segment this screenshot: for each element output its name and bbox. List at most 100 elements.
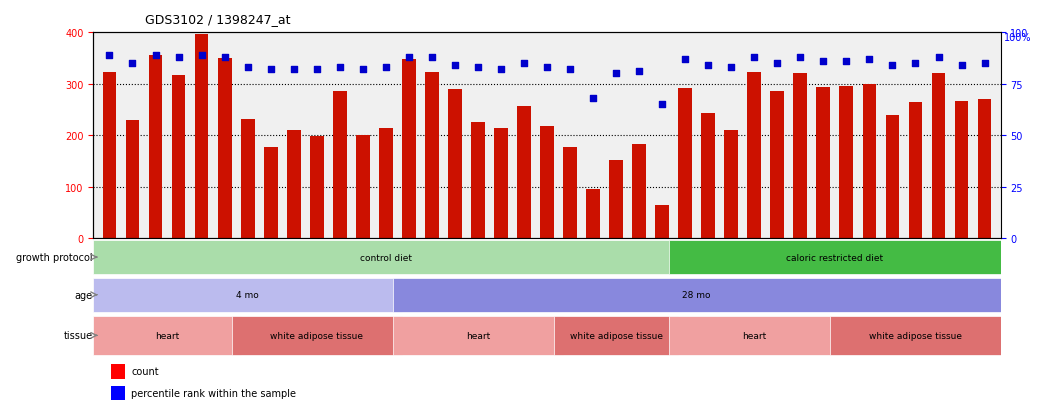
Point	[423, 55, 440, 61]
Bar	[816, 88, 831, 239]
FancyBboxPatch shape	[93, 278, 402, 312]
Point	[493, 67, 509, 74]
Point	[885, 63, 901, 69]
Point	[147, 52, 164, 59]
Point	[723, 65, 739, 71]
Text: growth protocol: growth protocol	[16, 252, 92, 262]
Text: 4 mo: 4 mo	[236, 290, 259, 299]
Bar	[725, 131, 738, 239]
Point	[400, 55, 417, 61]
Point	[447, 63, 464, 69]
Point	[285, 67, 302, 74]
Bar	[356, 136, 369, 239]
FancyBboxPatch shape	[831, 316, 1001, 355]
Bar	[148, 56, 163, 239]
Point	[515, 61, 532, 67]
Bar	[494, 129, 508, 239]
FancyBboxPatch shape	[669, 240, 1001, 274]
Bar	[540, 127, 554, 239]
Point	[654, 102, 671, 108]
Text: 28 mo: 28 mo	[682, 290, 711, 299]
Point	[976, 61, 992, 67]
Point	[262, 67, 279, 74]
Bar	[172, 76, 186, 239]
Bar	[195, 35, 208, 239]
FancyBboxPatch shape	[231, 316, 402, 355]
Bar	[263, 147, 278, 239]
Point	[630, 69, 647, 76]
Text: tissue: tissue	[63, 330, 92, 341]
Point	[585, 95, 601, 102]
Bar	[978, 100, 991, 239]
Point	[124, 61, 141, 67]
Point	[377, 65, 394, 71]
Bar	[655, 206, 669, 239]
FancyBboxPatch shape	[393, 278, 1001, 312]
Bar	[586, 190, 600, 239]
Bar	[748, 73, 761, 239]
Point	[170, 55, 187, 61]
Point	[102, 52, 118, 59]
FancyBboxPatch shape	[93, 240, 678, 274]
Point	[308, 67, 325, 74]
Point	[700, 63, 717, 69]
Bar	[678, 89, 692, 239]
FancyBboxPatch shape	[669, 316, 840, 355]
Text: white adipose tissue: white adipose tissue	[869, 331, 962, 340]
Point	[815, 59, 832, 65]
Bar	[218, 59, 231, 239]
Bar	[241, 120, 254, 239]
Bar	[112, 386, 125, 400]
Bar	[633, 145, 646, 239]
Point	[677, 57, 694, 63]
Bar	[287, 130, 301, 239]
Text: percentile rank within the sample: percentile rank within the sample	[132, 388, 297, 398]
Text: control diet: control diet	[360, 253, 412, 262]
Point	[953, 63, 970, 69]
Bar	[770, 92, 784, 239]
Text: white adipose tissue: white adipose tissue	[271, 331, 363, 340]
Text: 100%: 100%	[1004, 33, 1031, 43]
Text: count: count	[132, 366, 159, 377]
Bar	[402, 60, 416, 239]
Point	[240, 65, 256, 71]
Bar	[609, 161, 623, 239]
Point	[838, 59, 854, 65]
Text: heart: heart	[466, 331, 491, 340]
Text: heart: heart	[155, 331, 179, 340]
Bar	[517, 107, 531, 239]
Point	[907, 61, 924, 67]
Bar	[563, 147, 577, 239]
Bar	[448, 90, 461, 239]
Bar	[310, 137, 324, 239]
Bar	[471, 123, 485, 239]
Bar	[793, 74, 807, 239]
Bar	[125, 121, 139, 239]
Point	[355, 67, 371, 74]
Point	[193, 52, 209, 59]
FancyBboxPatch shape	[554, 316, 678, 355]
Bar	[333, 92, 346, 239]
Bar	[908, 102, 922, 239]
Bar	[103, 73, 116, 239]
Bar	[112, 364, 125, 379]
Text: GDS3102 / 1398247_at: GDS3102 / 1398247_at	[145, 13, 290, 26]
Bar	[955, 102, 969, 239]
Point	[930, 55, 947, 61]
Bar	[886, 115, 899, 239]
Point	[470, 65, 486, 71]
Text: caloric restricted diet: caloric restricted diet	[786, 253, 884, 262]
Bar	[840, 87, 853, 239]
Text: heart: heart	[742, 331, 766, 340]
Point	[746, 55, 762, 61]
Text: age: age	[75, 290, 92, 300]
Point	[562, 67, 579, 74]
Point	[539, 65, 556, 71]
Point	[608, 71, 624, 78]
Point	[332, 65, 348, 71]
Text: white adipose tissue: white adipose tissue	[569, 331, 663, 340]
Point	[769, 61, 786, 67]
Bar	[863, 84, 876, 239]
Bar	[425, 73, 439, 239]
Bar	[379, 129, 393, 239]
